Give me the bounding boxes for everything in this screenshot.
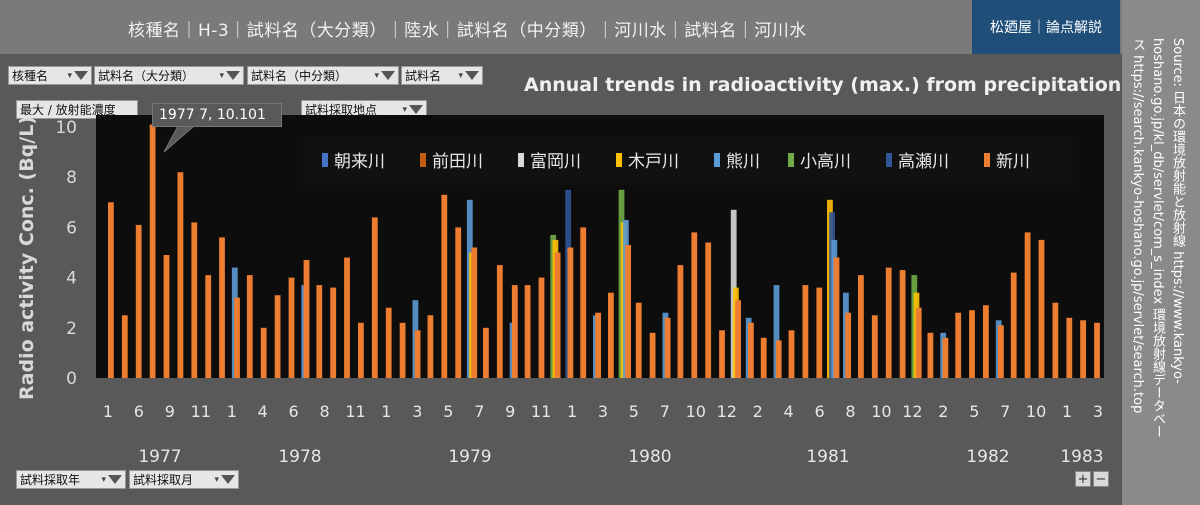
filter-sample-major-label: 試料名（大分類） [98, 69, 195, 83]
filter-nuclide[interactable]: 核種名 ▾ [8, 66, 92, 85]
dropdown-icon: ▾ [101, 474, 106, 485]
filter-month-label: 試料採取月 [133, 473, 194, 487]
source-line-2: hoshano.go.jp/kl_db/servlet/com_s_index … [1150, 38, 1165, 439]
dropdown-icon: ▾ [214, 474, 219, 485]
source-note: Source: 日本の環境放射能と放射線 https://www.kankyo-… [1122, 0, 1200, 505]
dropdown-icon: ▾ [402, 104, 407, 115]
data-tooltip: 1977 7, 10.101 [152, 103, 282, 127]
filter-sample-name[interactable]: 試料名 ▾ [401, 66, 483, 85]
source-line-1: Source: 日本の環境放射能と放射線 https://www.kankyo- [1170, 38, 1185, 384]
value-field-label: 最大 / 放射能濃度 [20, 103, 116, 117]
dropdown-icon: ▾ [67, 70, 72, 81]
filter-location[interactable]: 試料採取地点 ▾ [301, 100, 427, 119]
filter-sample-medium-label: 試料名（中分類） [251, 69, 348, 83]
dropdown-icon: ▾ [219, 70, 224, 81]
chart-title: Annual trends in radioactivity (max.) fr… [524, 74, 1122, 96]
source-line-3: ス https://search.kankyo-hoshano.go.jp/se… [1130, 38, 1145, 414]
filter-icon [465, 71, 479, 80]
filter-month[interactable]: 試料採取月 ▾ [129, 470, 239, 489]
filter-year[interactable]: 試料採取年 ▾ [16, 470, 126, 489]
collapse-button[interactable]: − [1093, 471, 1109, 487]
filter-icon [74, 71, 88, 80]
filter-nuclide-label: 核種名 [12, 69, 49, 83]
filter-sample-medium[interactable]: 試料名（中分類） ▾ [247, 66, 399, 85]
filter-icon [226, 71, 240, 80]
filter-sample-name-label: 試料名 [405, 69, 442, 83]
dropdown-icon: ▾ [374, 70, 379, 81]
filter-icon [381, 71, 395, 80]
y-axis-label: Radio activity Conc. (Bq/L) [16, 115, 38, 400]
breadcrumb: 核種名｜H-3｜試料名（大分類）｜陸水｜試料名（中分類）｜河川水｜試料名｜河川水 [128, 21, 807, 41]
expand-button[interactable]: + [1075, 471, 1091, 487]
filter-icon [108, 475, 122, 484]
breadcrumb-bar: 核種名｜H-3｜試料名（大分類）｜陸水｜試料名（中分類）｜河川水｜試料名｜河川水 [0, 0, 972, 54]
filter-location-label: 試料採取地点 [305, 103, 378, 117]
filter-icon [221, 475, 235, 484]
brand-label[interactable]: 松廼屋｜論点解説 [972, 0, 1120, 54]
filter-year-label: 試料採取年 [20, 473, 81, 487]
filter-sample-major[interactable]: 試料名（大分類） ▾ [94, 66, 244, 85]
value-field-button[interactable]: 最大 / 放射能濃度 [16, 100, 138, 119]
dropdown-icon: ▾ [458, 70, 463, 81]
filter-icon [409, 105, 423, 114]
